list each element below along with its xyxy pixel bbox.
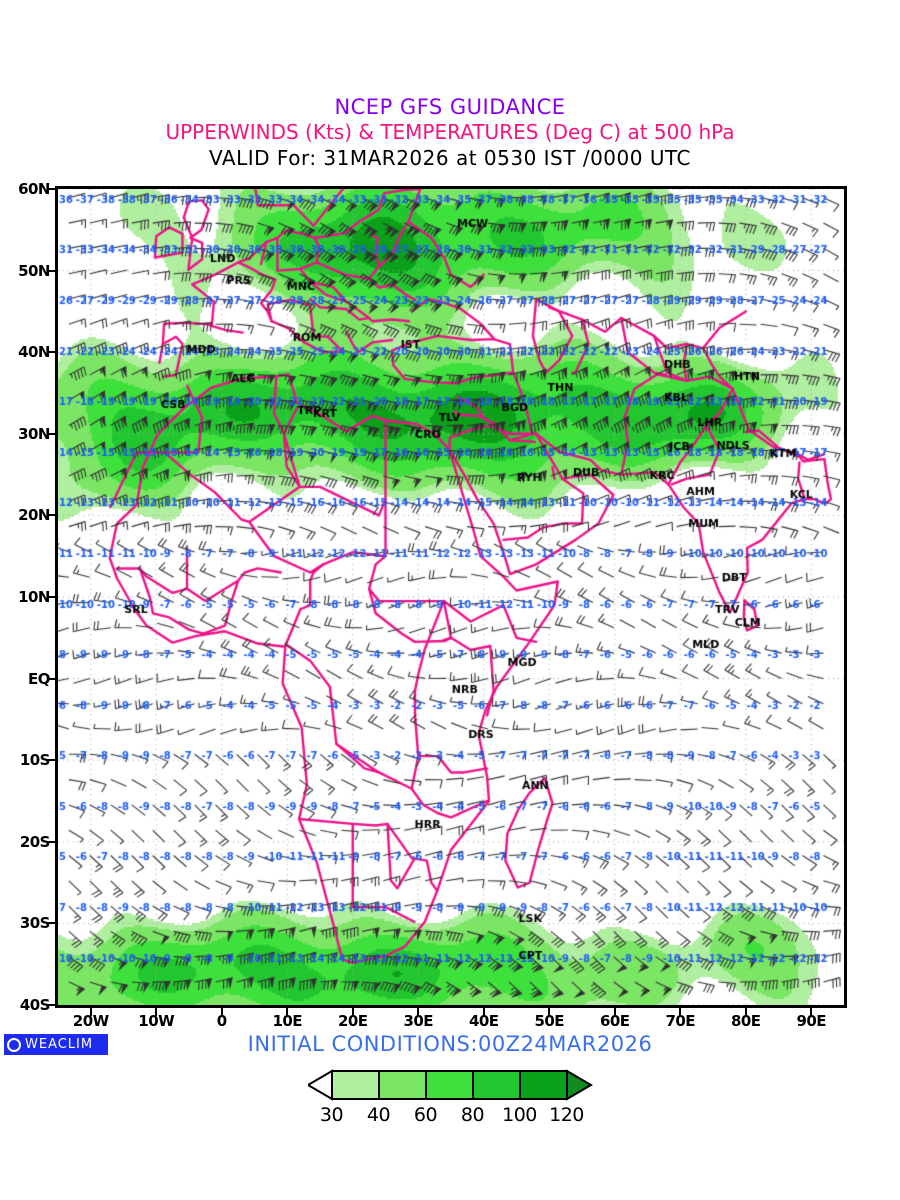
y-axis-label: 20S (19, 832, 51, 851)
x-axis-label: 30E (403, 1012, 434, 1030)
x-tick (286, 1008, 289, 1016)
x-tick (679, 1008, 682, 1016)
y-tick (47, 840, 56, 843)
x-tick (351, 1008, 354, 1016)
title-line-variable: UPPERWINDS (Kts) & TEMPERATURES (Deg C) … (165, 120, 735, 144)
chart-title-block: NCEP GFS GUIDANCE UPPERWINDS (Kts) & TEM… (0, 0, 900, 171)
weaclim-circle-icon (7, 1037, 21, 1052)
x-axis-label: 40E (468, 1012, 499, 1030)
y-tick (47, 351, 56, 354)
x-tick (482, 1008, 485, 1016)
colorbar-tick: 80 (460, 1104, 485, 1126)
y-axis-label: 40N (18, 343, 50, 362)
y-tick (47, 759, 56, 762)
y-axis-label: 30S (19, 914, 51, 933)
y-tick (47, 432, 56, 435)
weaclim-logo: WEACLIM (4, 1034, 108, 1055)
y-tick (47, 188, 56, 190)
y-axis-label: 30N (18, 424, 50, 443)
x-axis-label: 70E (665, 1012, 696, 1030)
weaclim-label: WEACLIM (25, 1037, 94, 1052)
y-axis-label: 50N (18, 261, 50, 280)
title-line-model: NCEP GFS GUIDANCE (334, 95, 566, 119)
y-axis-label: 60N (18, 180, 50, 198)
title-line-valid-time: VALID For: 31MAR2026 at 0530 IST /0000 U… (209, 146, 691, 170)
colorbar-svg (307, 1069, 593, 1101)
colorbar-tick: 30 (319, 1104, 344, 1126)
y-tick (47, 596, 56, 598)
colorbar: 30 40 60 80 100 120 (0, 1068, 900, 1128)
initial-conditions-text: INITIAL CONDITIONS:00Z24MAR2026 (247, 1032, 653, 1056)
x-axis-label: 90E (796, 1012, 827, 1030)
colorbar-swatches (0, 1068, 900, 1102)
x-tick (613, 1008, 616, 1016)
colorbar-tick-labels: 30 40 60 80 100 120 (0, 1102, 900, 1128)
x-tick (89, 1008, 92, 1016)
colorbar-tick: 60 (413, 1104, 438, 1126)
x-tick (417, 1008, 420, 1016)
x-tick (155, 1008, 158, 1016)
y-axis-label: 20N (18, 506, 50, 525)
y-tick (47, 1004, 56, 1006)
x-tick (744, 1008, 747, 1016)
x-axis-label: 60E (599, 1012, 630, 1030)
colorbar-tick: 40 (366, 1104, 391, 1126)
y-axis-label: 10S (19, 751, 51, 770)
x-axis-label: 10W (138, 1012, 175, 1030)
x-axis-label: 10E (272, 1012, 303, 1030)
x-axis-label: 20W (72, 1012, 109, 1030)
y-tick (47, 922, 56, 925)
y-tick (47, 269, 56, 272)
x-tick (548, 1008, 551, 1016)
y-axis-label: EQ (28, 669, 51, 688)
x-tick (810, 1008, 813, 1016)
y-tick (47, 677, 56, 680)
y-axis-label: 10N (18, 588, 50, 606)
y-tick (47, 514, 56, 517)
x-axis-label: 20E (337, 1012, 368, 1030)
map-plot-area[interactable] (55, 186, 847, 1008)
colorbar-tick: 120 (549, 1104, 584, 1126)
weather-map-canvas (58, 189, 844, 1005)
x-axis-label: 50E (534, 1012, 565, 1030)
y-axis-label: 40S (19, 996, 51, 1014)
x-tick (220, 1008, 223, 1016)
x-axis-label: 0 (216, 1012, 227, 1030)
x-axis-label: 80E (730, 1012, 761, 1030)
colorbar-tick: 100 (502, 1104, 537, 1126)
